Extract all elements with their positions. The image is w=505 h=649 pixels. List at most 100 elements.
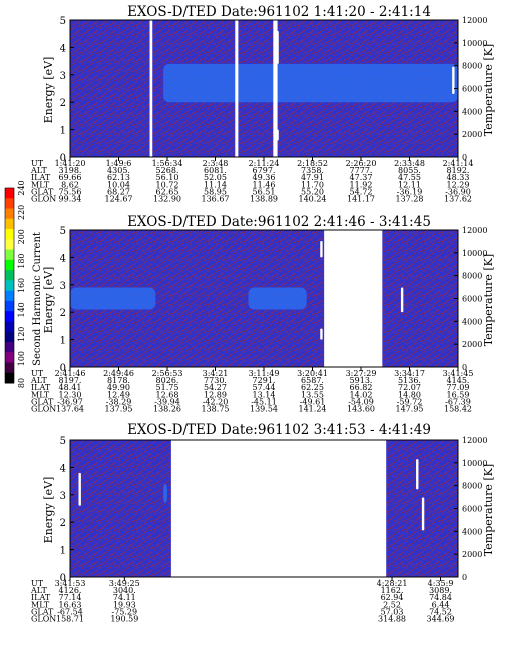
y2-tick-label: 8000 [462,482,482,491]
info-cell: 62.65 [156,187,179,196]
info-cell: 6587. [301,376,324,385]
y2-tick-label: 8000 [462,62,482,71]
y-tick-label: 1 [60,546,66,557]
info-row-label: ALT [30,376,47,385]
info-cell: 11.46 [253,180,276,189]
colorbar-swatch [5,341,14,353]
info-cell: 72.07 [398,383,421,392]
info-cell: 2:56:53 [152,369,183,378]
bright-streak [416,459,419,490]
info-cell: 141.24 [299,405,327,414]
y2-tick-label: 4000 [462,317,482,326]
y2-tick-label: 12000 [462,16,487,25]
info-cell: 13.55 [301,390,324,399]
info-cell: 124.67 [105,195,133,204]
colorbar-swatch [5,229,14,240]
info-cell: 62.13 [107,173,130,182]
info-row-label: ILAT [31,593,51,602]
bright-streak [452,66,455,94]
info-cell: 47.91 [301,173,324,182]
colorbar-tick-label: 240 [17,180,26,195]
data-gap [235,20,239,157]
y-tick-label: 5 [60,436,66,447]
ion-band [163,483,167,504]
info-cell: -36.19 [397,187,423,196]
y2-tick-label: 2000 [462,550,482,559]
y2-tick-label: 0 [462,153,467,162]
colorbar-tick-label: 100 [17,351,26,366]
info-cell: 2:41:46 [55,369,86,378]
info-cell: 143.60 [347,405,375,414]
y-tick-label: 5 [60,16,66,27]
colorbar-swatch [5,270,14,281]
info-cell: -67.54 [57,607,83,616]
y2-tick-label: 6000 [462,295,482,304]
y-tick-label: 2 [60,308,66,319]
info-row-label: ILAT [31,173,51,182]
colorbar-tick-label: 80 [17,378,26,388]
y2-tick-label: 4000 [462,107,482,116]
info-cell: 2:3:48 [203,159,229,168]
info-cell: 137.64 [56,405,84,414]
info-cell: 16.59 [447,390,470,399]
info-cell: 77.09 [447,383,470,392]
info-row-label: UT [31,159,44,168]
data-gap [273,20,278,157]
bright-streak [78,472,81,506]
info-cell: 314.88 [378,615,406,624]
y2-axis-label: Temperature [K] [482,44,495,136]
y-tick-label: 3 [60,71,66,82]
info-cell: 1:56:34 [152,159,183,168]
y2-tick-label: 6000 [462,85,482,94]
info-cell: 4:35:9 [428,579,454,588]
info-cell: 137.28 [396,195,424,204]
info-cell: 6797. [253,166,276,175]
info-cell: -59.72 [397,397,423,406]
info-cell: 57.44 [253,383,276,392]
info-cell: 16.63 [59,600,82,609]
info-cell: -49.61 [300,397,326,406]
info-cell: -42.20 [203,397,229,406]
info-cell: 8026. [156,376,179,385]
info-cell: 1:49:6 [106,159,132,168]
info-cell: 56.51 [253,187,276,196]
bright-streak [320,328,323,340]
info-cell: -54.09 [348,397,374,406]
bright-streak [421,497,425,531]
info-cell: 8178. [107,376,130,385]
info-row-label: ILAT [31,383,51,392]
y-tick-label: 0 [60,153,66,164]
colorbar-swatch [5,280,14,292]
info-cell: 74.52 [429,607,452,616]
y2-tick-label: 0 [462,573,467,582]
info-cell: 54.27 [204,383,227,392]
panel-2: EXOS-D/TED Date:961102 2:41:46 - 3:41:45… [30,214,495,414]
info-cell: 1:41:20 [55,159,86,168]
info-cell: 49.90 [107,383,130,392]
y2-tick-label: 4000 [462,527,482,536]
info-cell: 14.02 [350,390,373,399]
info-cell: 132.90 [153,195,181,204]
info-row-label: GLAT [31,187,54,196]
bright-streak [400,287,404,313]
info-row-label: GLAT [31,607,54,616]
colorbar-swatches [4,187,15,384]
info-cell: 139.54 [250,405,278,414]
info-cell: 11.14 [204,180,227,189]
info-cell: 1162. [381,586,404,595]
panel-3: EXOS-D/TED Date:961102 3:41:53 - 4:41:49… [30,422,495,624]
info-cell: 68.27 [107,187,130,196]
info-cell: 2:41:14 [443,159,474,168]
ion-band [248,287,307,310]
info-cell: 137.95 [105,405,133,414]
y-axis-label: Energy [eV] [42,267,55,334]
colorbar-tick-label: 180 [17,253,26,268]
info-cell: 2:26:20 [346,159,377,168]
info-cell: 75.56 [59,187,82,196]
info-cell: 77.14 [59,593,82,602]
info-cell: 2:49:46 [103,369,134,378]
info-cell: 51.75 [156,383,179,392]
info-row-label: GLON [31,405,56,414]
